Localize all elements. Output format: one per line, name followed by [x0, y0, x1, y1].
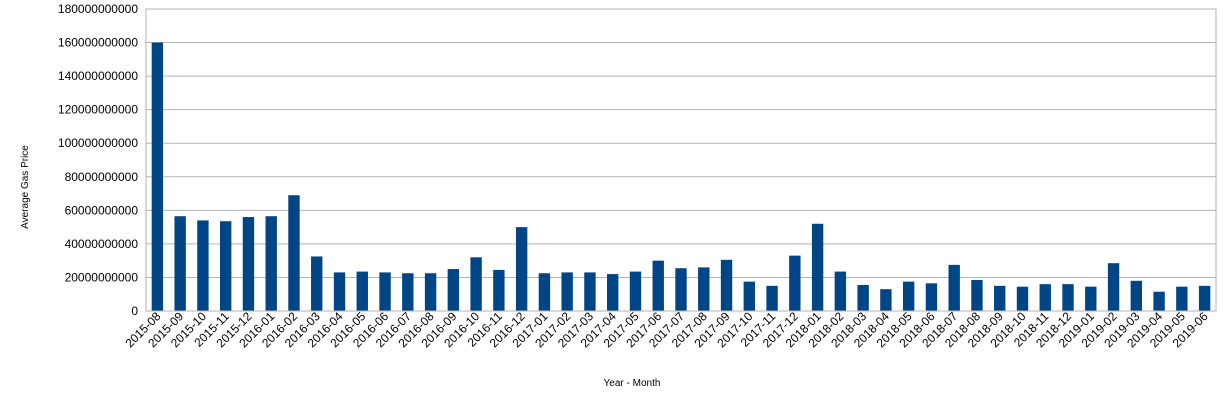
y-tick-label: 180000000000: [58, 2, 138, 16]
y-axis-title: Average Gas Price: [20, 145, 31, 229]
bar: [948, 264, 960, 311]
y-tick-label: 60000000000: [65, 203, 139, 217]
bar: [675, 268, 687, 311]
bar: [242, 217, 255, 311]
bar: [1107, 263, 1120, 311]
y-tick-label: 160000000000: [58, 36, 138, 50]
bar: [766, 285, 778, 311]
bar: [1153, 291, 1165, 311]
plot-frame: [145, 8, 1217, 312]
bar: [1016, 286, 1029, 311]
y-tick-label: 140000000000: [58, 69, 138, 83]
bar: [652, 260, 664, 311]
bar: [629, 271, 642, 311]
bar: [994, 285, 1006, 311]
bar: [834, 271, 847, 311]
y-tick-label: 40000000000: [65, 237, 139, 251]
bar: [219, 221, 232, 311]
bar: [197, 220, 209, 311]
bar: [789, 255, 801, 311]
y-tick-label: 100000000000: [58, 136, 138, 150]
bar: [174, 216, 186, 311]
bar: [743, 281, 755, 311]
bar: [1198, 285, 1211, 311]
bar: [811, 223, 824, 311]
bars: [151, 42, 1211, 312]
bar: [151, 42, 164, 312]
bar: [265, 216, 277, 311]
bar: [1176, 286, 1188, 311]
bar: [311, 256, 323, 311]
bar: [447, 269, 460, 311]
bar: [561, 272, 573, 311]
y-tick-label: 120000000000: [58, 103, 138, 117]
bar: [470, 257, 482, 311]
bar: [584, 272, 596, 311]
bar: [515, 227, 528, 311]
bar: [971, 279, 983, 311]
x-axis-title: Year - Month: [604, 378, 661, 389]
bar: [1085, 286, 1097, 311]
y-tick-label: 80000000000: [65, 170, 139, 184]
gridlines: [146, 8, 1216, 312]
bar: [356, 271, 368, 311]
bar: [1130, 280, 1143, 311]
bar: [880, 289, 892, 311]
bar: [902, 281, 915, 311]
bar: [424, 273, 437, 311]
y-tick-label: 20000000000: [65, 270, 139, 284]
x-tick-labels: 2015-082015-092015-102015-112015-122016-…: [122, 309, 1211, 350]
bar: [1062, 284, 1074, 311]
bar: [857, 284, 869, 311]
bar: [925, 283, 938, 311]
bar: [333, 272, 346, 311]
bar: [1039, 284, 1051, 311]
y-tick-label: 0: [131, 304, 138, 318]
bar: [538, 273, 551, 311]
bar: [720, 259, 733, 311]
bar: [607, 274, 619, 311]
bar: [288, 195, 300, 311]
bar: [698, 267, 710, 311]
y-tick-labels: 0 20000000000 40000000000 60000000000 800000…: [58, 2, 138, 318]
bar: [379, 272, 391, 311]
bar: [493, 269, 505, 311]
bar: [402, 273, 414, 311]
